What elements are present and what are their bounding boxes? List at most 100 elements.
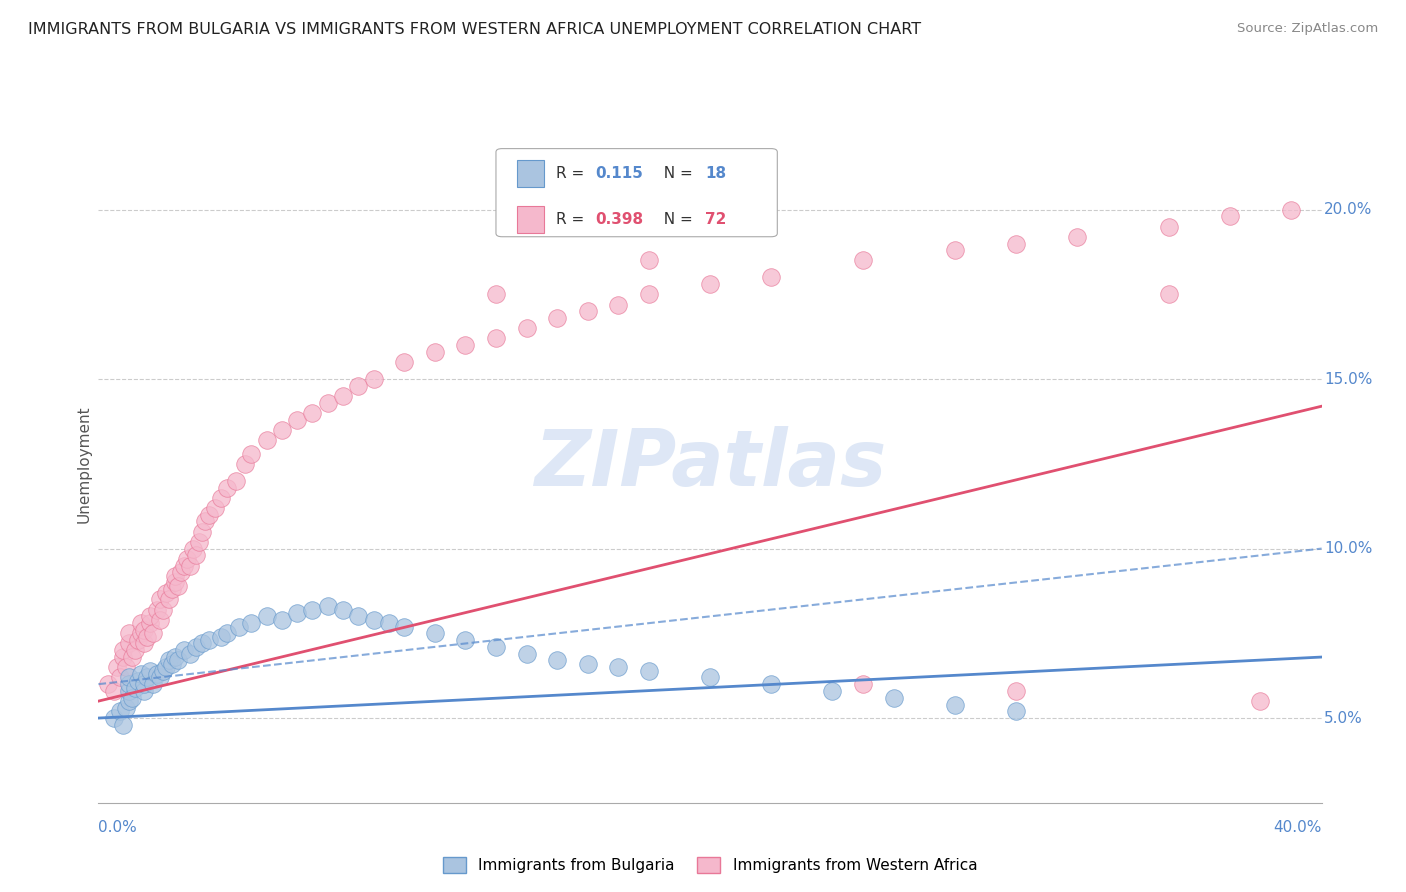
Point	[943, 698, 966, 712]
Point	[607, 660, 630, 674]
Point	[157, 653, 180, 667]
Point	[127, 633, 149, 648]
Point	[188, 534, 211, 549]
Point	[423, 626, 446, 640]
Point	[699, 277, 721, 292]
Point	[149, 592, 172, 607]
Point	[108, 670, 131, 684]
Point	[139, 609, 162, 624]
Point	[97, 677, 120, 691]
Point	[145, 667, 167, 681]
Point	[256, 609, 278, 624]
Point	[118, 684, 141, 698]
Text: IMMIGRANTS FROM BULGARIA VS IMMIGRANTS FROM WESTERN AFRICA UNEMPLOYMENT CORRELAT: IMMIGRANTS FROM BULGARIA VS IMMIGRANTS F…	[28, 22, 921, 37]
Text: 15.0%: 15.0%	[1324, 372, 1372, 386]
Point	[332, 389, 354, 403]
Point	[145, 602, 167, 616]
Point	[1004, 704, 1026, 718]
Point	[1004, 684, 1026, 698]
Point	[134, 623, 156, 637]
Point	[134, 677, 156, 691]
Point	[111, 643, 134, 657]
Point	[155, 660, 177, 674]
Point	[163, 650, 186, 665]
Point	[118, 694, 141, 708]
Point	[134, 636, 156, 650]
Point	[103, 684, 125, 698]
Point	[270, 423, 292, 437]
Y-axis label: Unemployment: Unemployment	[76, 405, 91, 523]
Point	[821, 684, 844, 698]
Point	[152, 664, 174, 678]
Point	[155, 585, 177, 599]
Point	[170, 566, 193, 580]
Point	[160, 657, 183, 671]
Point	[163, 568, 186, 582]
Point	[1219, 210, 1241, 224]
Point	[115, 660, 138, 674]
Text: Source: ZipAtlas.com: Source: ZipAtlas.com	[1237, 22, 1378, 36]
Point	[215, 626, 238, 640]
Point	[285, 413, 308, 427]
Point	[160, 582, 183, 597]
Point	[576, 304, 599, 318]
Point	[347, 379, 370, 393]
Point	[179, 558, 201, 573]
Point	[149, 670, 172, 684]
Point	[240, 616, 263, 631]
Point	[186, 549, 208, 563]
Point	[1279, 202, 1302, 217]
Point	[332, 602, 354, 616]
Point	[108, 704, 131, 718]
Point	[240, 447, 263, 461]
Point	[173, 643, 195, 657]
Point	[270, 613, 292, 627]
Point	[118, 626, 141, 640]
FancyBboxPatch shape	[496, 149, 778, 236]
Point	[127, 673, 149, 688]
Text: N =: N =	[654, 166, 697, 181]
Point	[485, 331, 508, 345]
Point	[1004, 236, 1026, 251]
Point	[378, 616, 401, 631]
Point	[943, 244, 966, 258]
Text: ZIPatlas: ZIPatlas	[534, 425, 886, 502]
Point	[215, 481, 238, 495]
Text: R =: R =	[555, 212, 589, 227]
Text: 72: 72	[706, 212, 727, 227]
Point	[607, 297, 630, 311]
Point	[197, 508, 219, 522]
Text: 5.0%: 5.0%	[1324, 711, 1362, 725]
Point	[118, 677, 141, 691]
Text: 0.115: 0.115	[595, 166, 643, 181]
Point	[1157, 219, 1180, 234]
Point	[134, 684, 156, 698]
Point	[759, 270, 782, 285]
Text: 18: 18	[706, 166, 727, 181]
Point	[485, 640, 508, 654]
Point	[129, 616, 152, 631]
Point	[191, 524, 214, 539]
Point	[516, 647, 538, 661]
Point	[118, 670, 141, 684]
Point	[423, 345, 446, 359]
Text: 0.398: 0.398	[595, 212, 643, 227]
Point	[285, 606, 308, 620]
Point	[152, 602, 174, 616]
Point	[637, 287, 661, 301]
Point	[363, 613, 385, 627]
Text: 0.0%: 0.0%	[98, 820, 138, 835]
Point	[699, 670, 721, 684]
Point	[228, 619, 250, 633]
Point	[1249, 694, 1271, 708]
Point	[111, 718, 134, 732]
Point	[852, 253, 875, 268]
Point	[546, 311, 568, 326]
Point	[157, 592, 180, 607]
Point	[179, 647, 201, 661]
Point	[118, 636, 141, 650]
Point	[316, 396, 339, 410]
Point	[121, 690, 143, 705]
FancyBboxPatch shape	[517, 206, 544, 234]
Point	[186, 640, 208, 654]
